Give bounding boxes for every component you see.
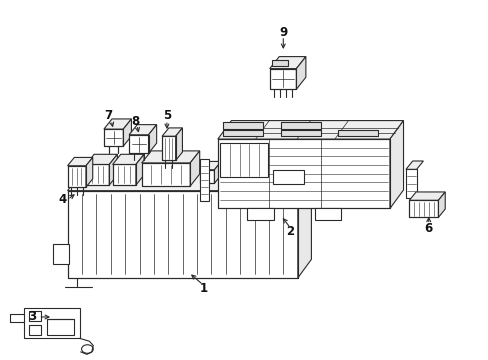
- Polygon shape: [123, 119, 131, 146]
- Bar: [67, 166, 86, 187]
- Polygon shape: [67, 157, 93, 166]
- Text: 7: 7: [104, 109, 113, 122]
- Polygon shape: [405, 161, 423, 169]
- Polygon shape: [280, 122, 320, 129]
- Bar: [112, 165, 136, 185]
- Polygon shape: [200, 161, 221, 170]
- Polygon shape: [219, 161, 240, 170]
- Bar: [238, 170, 253, 183]
- Bar: [408, 200, 438, 217]
- Bar: [269, 69, 296, 89]
- Bar: [200, 159, 209, 201]
- Polygon shape: [238, 161, 260, 170]
- Bar: [103, 129, 123, 146]
- Polygon shape: [438, 192, 444, 217]
- Bar: [129, 135, 148, 153]
- Polygon shape: [86, 154, 117, 165]
- Text: 8: 8: [131, 115, 139, 128]
- Bar: [272, 170, 303, 184]
- Bar: [405, 169, 416, 198]
- Bar: [220, 143, 268, 177]
- Polygon shape: [190, 151, 199, 186]
- Bar: [67, 191, 297, 278]
- Bar: [217, 139, 389, 208]
- Polygon shape: [223, 122, 263, 129]
- Polygon shape: [214, 161, 221, 183]
- Bar: [271, 60, 287, 66]
- Bar: [86, 165, 109, 185]
- Polygon shape: [175, 128, 182, 161]
- Text: 6: 6: [424, 221, 432, 234]
- Text: 1: 1: [199, 282, 207, 295]
- Polygon shape: [297, 172, 311, 278]
- Polygon shape: [136, 154, 144, 185]
- Polygon shape: [269, 57, 305, 69]
- Bar: [29, 325, 41, 335]
- Polygon shape: [389, 121, 403, 208]
- Polygon shape: [280, 130, 320, 136]
- Polygon shape: [67, 172, 311, 191]
- Polygon shape: [86, 157, 93, 187]
- Bar: [219, 170, 233, 183]
- Polygon shape: [129, 125, 156, 135]
- Polygon shape: [296, 57, 305, 89]
- Polygon shape: [162, 128, 182, 136]
- Text: 4: 4: [59, 193, 67, 206]
- Bar: [47, 319, 74, 335]
- Text: 5: 5: [163, 109, 171, 122]
- Polygon shape: [142, 151, 199, 163]
- Bar: [246, 208, 273, 220]
- Bar: [142, 163, 190, 186]
- Text: 3: 3: [28, 310, 36, 324]
- Bar: [24, 308, 80, 338]
- Bar: [53, 244, 68, 264]
- Bar: [29, 311, 41, 321]
- Text: 2: 2: [286, 225, 294, 238]
- Polygon shape: [408, 192, 444, 200]
- Polygon shape: [112, 154, 144, 165]
- Polygon shape: [148, 125, 156, 153]
- Polygon shape: [253, 161, 260, 183]
- Text: 9: 9: [279, 26, 287, 39]
- Polygon shape: [223, 130, 263, 136]
- Bar: [200, 170, 214, 183]
- Polygon shape: [337, 130, 377, 136]
- Bar: [162, 136, 175, 161]
- Polygon shape: [233, 161, 240, 183]
- Polygon shape: [109, 154, 117, 185]
- Polygon shape: [217, 121, 403, 139]
- Polygon shape: [103, 119, 131, 129]
- Bar: [314, 208, 341, 220]
